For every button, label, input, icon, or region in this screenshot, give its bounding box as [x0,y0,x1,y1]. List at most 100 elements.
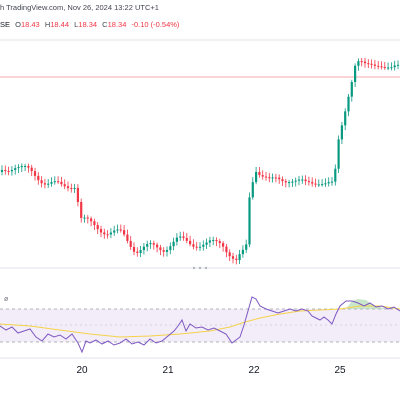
candle-body [357,61,360,66]
candle-body [169,246,172,250]
candle-body [189,240,192,245]
candle-body [241,249,244,255]
close-value: 18.34 [107,20,127,29]
candle-body [202,244,205,247]
candle-body [4,169,7,171]
candle-body [179,236,182,238]
candle-body [327,182,330,184]
candle-body [344,111,347,126]
candle-body [258,171,261,176]
candle-body [288,182,291,184]
exchange-fragment: SE [0,20,11,29]
candle-body [347,96,350,112]
candle-body [363,61,367,64]
candle-body [215,239,218,242]
candle-body [218,241,221,244]
candle-body [139,250,142,253]
candle-body [330,181,334,183]
candle-body [73,187,76,189]
candle-body [96,225,99,230]
candle-body [354,65,357,83]
candle-body [185,237,188,241]
candle-body [103,232,106,235]
low-key: L [74,20,79,29]
candle-body [380,66,383,68]
candle-body [225,246,228,253]
candle-body [324,183,327,185]
triple-dot-grip-icon[interactable] [192,266,208,270]
candle-body [0,169,4,172]
candle-body [383,66,386,68]
candle-body [156,244,159,248]
candle-body [393,65,396,68]
candle-body [7,170,10,172]
open-key: O [15,20,21,29]
candle-body [90,218,93,222]
time-tick-label: 22 [248,365,260,376]
candle-body [136,251,139,253]
time-tick-label: 20 [76,365,88,376]
candle-body [129,240,132,247]
candle-body [47,183,50,185]
candle-body [83,217,86,219]
candle-body [212,239,215,241]
candle-body [126,234,129,241]
candle-body [175,237,178,242]
candle-body [231,256,235,259]
candle-body [30,167,33,172]
candle-body [387,67,390,69]
candle-body [60,181,63,185]
rsi-indicator-label: ø [4,296,9,303]
candle-body [43,183,46,185]
candle-body [271,177,274,179]
open-value: 18.43 [20,20,40,29]
candle-body [86,217,89,219]
candle-body [350,82,353,97]
low-value: 18.34 [78,20,98,29]
source-line: h TradingView.com, Nov 26, 2024 13:22 UT… [0,3,159,12]
candle-body [208,240,211,243]
candle-body [172,241,175,247]
candle-body [370,63,373,65]
candle-body [291,181,294,183]
candle-body [66,186,70,189]
candle-body [264,176,268,178]
candle-body [123,230,126,235]
candle-body [116,229,119,231]
symbol-ohlc-line: SE O18.43 H18.44 L18.34 C18.34 -0.10 (-0… [0,20,182,29]
candle-body [337,139,340,169]
candle-body [235,258,238,261]
candle-body [205,242,208,245]
candle-body [297,179,301,181]
candle-body [360,61,363,63]
high-key: H [44,20,51,29]
candle-body [99,229,103,233]
candle-body [251,182,254,198]
candle-body [142,246,145,251]
candle-body [274,177,277,179]
candle-body [334,168,337,182]
candle-body [248,197,251,245]
candle-body [149,243,152,245]
candle-body [109,232,112,235]
candle-body [106,234,109,236]
candle-body [261,175,264,177]
candle-body [182,236,185,238]
candle-body [50,182,53,184]
candle-body [195,246,198,248]
candle-body [222,243,225,247]
candle-body [159,247,162,251]
candle-body [396,64,400,66]
candle-body [40,180,43,184]
candle-body [304,179,307,182]
candle-body [70,188,73,190]
candle-body [317,184,320,186]
chart-header: h TradingView.com, Nov 26, 2024 13:22 UT… [0,0,400,34]
candle-body [57,181,60,183]
candle-body [10,169,13,172]
rsi-ma-line [0,305,400,338]
candle-body [17,167,20,169]
candle-body [198,246,202,248]
candle-body [27,165,30,168]
